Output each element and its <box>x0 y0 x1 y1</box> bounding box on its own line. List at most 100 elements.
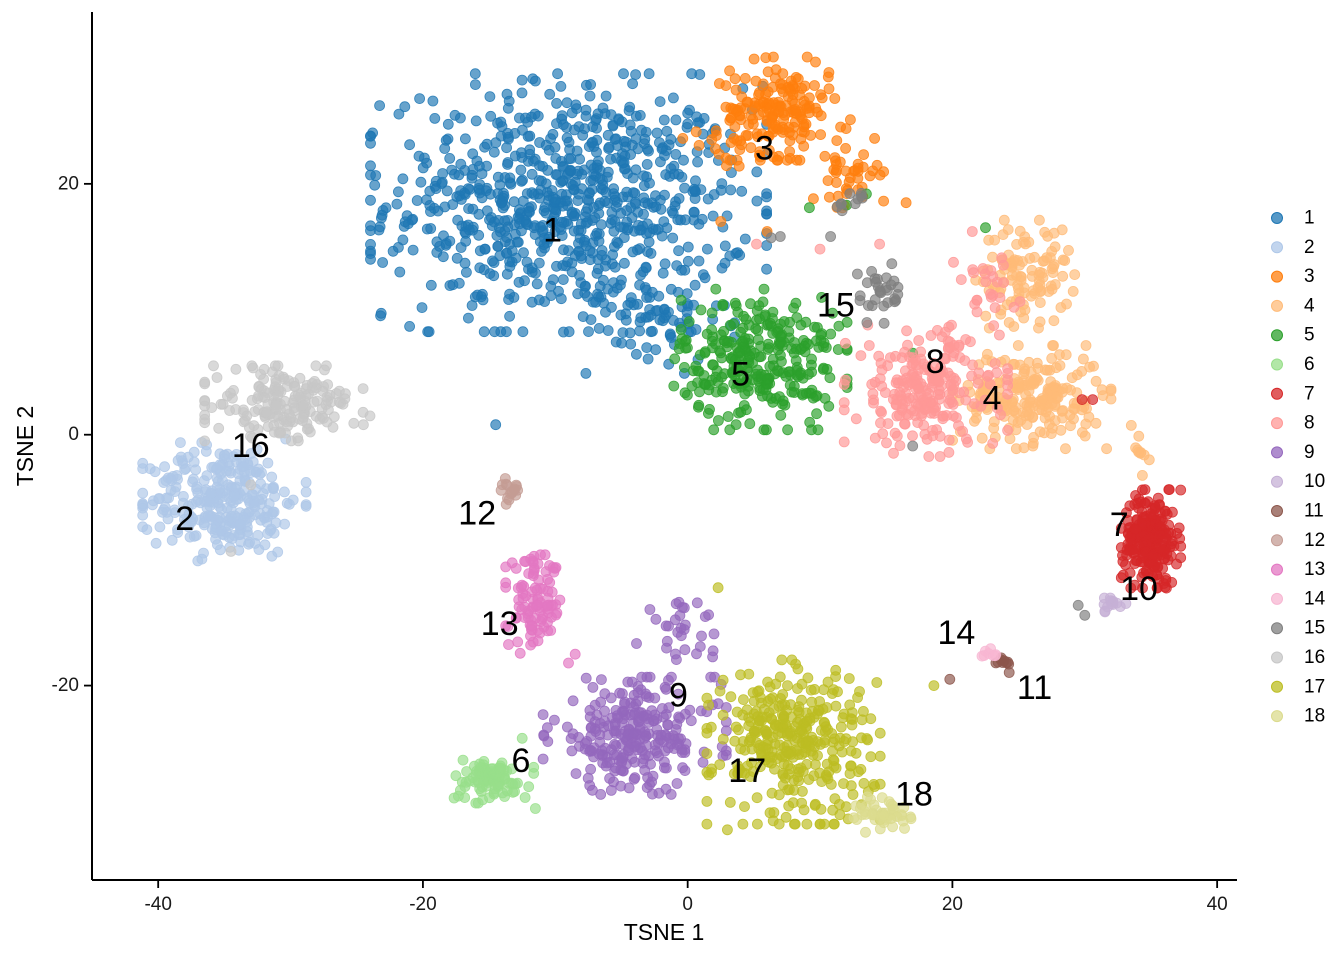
point <box>717 709 729 721</box>
point <box>701 727 713 739</box>
point <box>1120 559 1131 571</box>
y-tick-label: 0 <box>68 424 79 445</box>
point <box>365 238 376 250</box>
cluster-label-4: 4 <box>983 379 1002 417</box>
point <box>199 409 211 421</box>
point <box>447 279 459 291</box>
point <box>542 600 553 611</box>
point <box>757 96 769 108</box>
point <box>429 113 441 124</box>
point <box>404 320 416 332</box>
point <box>868 779 880 790</box>
point <box>1011 238 1022 250</box>
point <box>829 93 841 104</box>
point <box>944 673 956 685</box>
point <box>512 236 524 248</box>
point <box>693 255 705 267</box>
point <box>266 471 278 483</box>
point <box>1080 418 1092 430</box>
point <box>472 797 484 809</box>
point <box>705 671 717 683</box>
point <box>819 150 831 162</box>
point <box>154 521 166 533</box>
point <box>740 313 752 325</box>
point <box>220 520 232 532</box>
point <box>739 233 751 245</box>
point <box>715 184 727 196</box>
point <box>221 465 232 477</box>
point <box>750 706 762 717</box>
legend-item-5: 5 <box>1271 325 1315 346</box>
point <box>300 383 312 395</box>
point <box>1023 356 1035 368</box>
point <box>177 458 189 469</box>
point <box>162 513 174 525</box>
series-2 <box>137 433 312 567</box>
point <box>649 709 661 721</box>
point <box>781 704 793 716</box>
cluster-label-10: 10 <box>1120 570 1158 608</box>
point <box>804 92 815 104</box>
point <box>878 195 889 207</box>
legend-key <box>1271 651 1283 664</box>
point <box>719 257 731 269</box>
point <box>725 184 737 196</box>
point <box>526 187 538 199</box>
point <box>268 481 279 493</box>
point <box>838 436 850 448</box>
point <box>816 92 828 104</box>
point <box>198 519 210 531</box>
point <box>563 657 574 669</box>
point <box>535 549 546 561</box>
point <box>628 773 640 785</box>
point <box>737 818 749 830</box>
point <box>998 277 1009 289</box>
point <box>478 326 490 338</box>
point <box>630 164 642 176</box>
point <box>609 216 621 228</box>
point <box>494 766 506 778</box>
point <box>656 230 668 242</box>
point <box>455 185 467 197</box>
point <box>968 267 979 279</box>
point <box>792 716 803 728</box>
point <box>632 206 644 218</box>
point <box>466 172 478 184</box>
point <box>874 238 885 250</box>
point <box>770 392 782 404</box>
point <box>797 786 808 797</box>
point <box>661 642 672 654</box>
point <box>592 288 603 300</box>
point <box>615 309 627 321</box>
legend-key <box>1271 299 1283 312</box>
point <box>503 95 515 107</box>
point <box>488 270 500 282</box>
point <box>558 326 569 338</box>
point <box>246 394 258 406</box>
point <box>790 658 801 670</box>
point <box>723 335 734 347</box>
legend-item-10: 10 <box>1271 471 1325 492</box>
point <box>246 360 258 372</box>
legend-key <box>1271 446 1283 459</box>
point <box>840 142 851 154</box>
point <box>631 348 642 360</box>
point <box>822 71 834 83</box>
point <box>807 706 818 717</box>
point <box>639 732 650 744</box>
point <box>682 255 694 267</box>
point <box>532 558 544 570</box>
point <box>357 383 369 395</box>
point <box>828 818 840 830</box>
point <box>742 130 754 141</box>
point <box>503 494 515 506</box>
point <box>819 392 831 404</box>
point <box>848 812 860 824</box>
point <box>650 344 662 356</box>
point <box>866 265 877 277</box>
x-axis-ticks: -40 -20 0 20 40 <box>144 880 1228 915</box>
point <box>585 175 596 187</box>
point <box>758 424 770 436</box>
point <box>577 129 589 141</box>
